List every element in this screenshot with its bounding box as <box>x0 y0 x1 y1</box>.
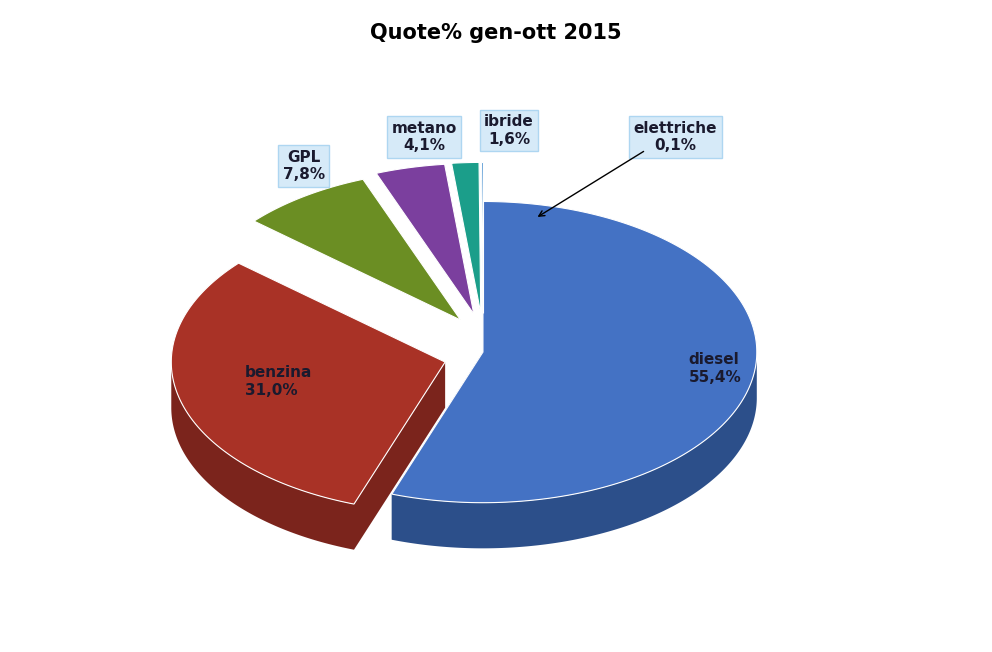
Text: diesel
55,4%: diesel 55,4% <box>688 352 741 385</box>
Polygon shape <box>451 162 481 313</box>
Polygon shape <box>392 353 757 548</box>
Polygon shape <box>354 362 445 550</box>
Polygon shape <box>392 201 757 503</box>
Polygon shape <box>376 164 474 314</box>
Text: metano
4,1%: metano 4,1% <box>392 121 457 153</box>
Polygon shape <box>392 352 483 540</box>
Polygon shape <box>172 263 445 504</box>
Text: ibride
1,6%: ibride 1,6% <box>484 114 534 147</box>
Text: GPL
7,8%: GPL 7,8% <box>283 150 324 183</box>
Text: Quote% gen-ott 2015: Quote% gen-ott 2015 <box>370 23 622 43</box>
Text: benzina
31,0%: benzina 31,0% <box>245 365 312 398</box>
Polygon shape <box>172 363 354 550</box>
Text: elettriche
0,1%: elettriche 0,1% <box>634 121 717 153</box>
Polygon shape <box>481 162 483 313</box>
Polygon shape <box>254 179 460 320</box>
